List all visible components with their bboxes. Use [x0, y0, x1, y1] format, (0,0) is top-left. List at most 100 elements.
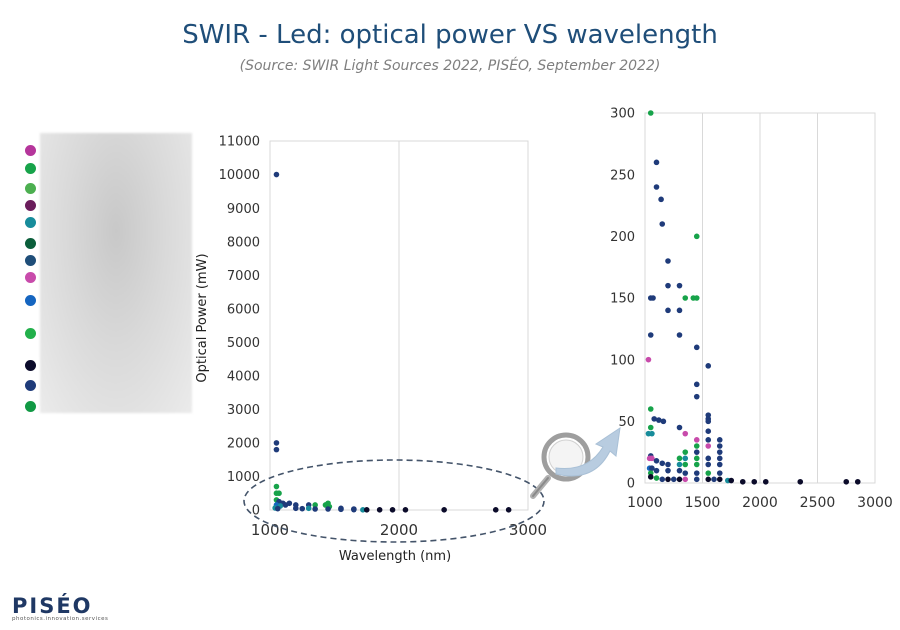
data-point	[676, 455, 683, 462]
main-y-tick-labels: 0 1000 2000 3000 4000 5000 6000 7000 8000 9000 100…	[219, 135, 260, 519]
data-point	[274, 505, 281, 512]
y-tick-label: 6000	[227, 302, 260, 317]
data-point	[647, 110, 654, 116]
y-tick-label: 300	[610, 107, 635, 122]
legend-marker	[25, 200, 36, 211]
data-point	[649, 455, 655, 462]
page-title: SWIR - Led: optical power VS wavelength	[182, 20, 718, 50]
data-point	[693, 344, 700, 351]
y-tick-label: 10000	[219, 168, 260, 183]
data-point	[682, 455, 689, 462]
y-tick-label: 1000	[227, 470, 260, 485]
zoom-region-ellipse	[243, 459, 545, 543]
legend-marker	[25, 145, 36, 156]
data-point	[716, 443, 723, 449]
main-x-tick-labels: 1000 2000 3000	[251, 521, 547, 539]
legend-marker	[25, 183, 36, 194]
zoom-chart-grid	[644, 112, 876, 484]
data-point	[705, 428, 712, 435]
data-point	[293, 505, 299, 512]
data-point	[728, 477, 735, 484]
y-tick-label: 0	[252, 504, 260, 519]
data-point	[705, 455, 712, 462]
data-point	[312, 502, 318, 508]
data-point	[676, 461, 683, 468]
data-point	[360, 507, 366, 513]
data-point	[276, 490, 282, 497]
data-point	[647, 406, 654, 412]
data-point	[376, 507, 383, 513]
main-y-axis-label: Optical Power (mW)	[195, 253, 210, 382]
data-point	[505, 507, 512, 513]
legend-marker	[25, 380, 36, 391]
legend-marker	[25, 328, 36, 339]
data-point	[716, 449, 723, 455]
main-x-axis-label: Wavelength (nm)	[339, 549, 451, 564]
data-point	[649, 465, 655, 472]
data-point	[492, 507, 499, 513]
legend-marker	[25, 255, 36, 266]
data-point	[286, 500, 293, 507]
data-point	[676, 332, 683, 338]
legend-marker	[25, 295, 36, 306]
y-tick-label: 200	[610, 230, 635, 245]
data-point	[693, 443, 700, 449]
data-point	[441, 507, 447, 513]
data-point	[660, 418, 667, 425]
data-point	[649, 430, 655, 437]
data-point	[682, 295, 689, 301]
y-tick-label: 250	[610, 168, 635, 183]
y-tick-label: 150	[610, 292, 635, 307]
y-tick-label: 9000	[227, 202, 260, 217]
data-point	[716, 455, 723, 462]
data-point	[653, 458, 660, 464]
logo-name: PISÉO	[12, 594, 93, 618]
data-point	[682, 470, 689, 476]
y-tick-label: 7000	[227, 269, 260, 284]
data-point	[651, 416, 657, 422]
data-point	[351, 506, 357, 513]
data-point	[762, 478, 769, 485]
data-point	[711, 476, 717, 483]
page-subtitle: (Source: SWIR Light Sources 2022, PISÉO,…	[239, 58, 661, 74]
data-point	[665, 307, 671, 314]
x-tick-label: 2000	[380, 521, 418, 539]
legend-marker	[25, 272, 36, 283]
main-chart-grid	[269, 140, 529, 511]
piseo-logo: PISÉO photonics.innovation.services	[12, 594, 108, 622]
y-tick-label: 4000	[227, 369, 260, 384]
data-point	[312, 506, 318, 512]
x-tick-label: 1000	[251, 521, 289, 539]
data-point	[658, 196, 664, 203]
data-point	[739, 478, 746, 485]
data-point	[645, 356, 652, 363]
legend-marker	[25, 217, 36, 228]
data-point	[693, 437, 700, 443]
data-point	[650, 295, 656, 301]
magnifier-icon	[530, 432, 591, 499]
data-point	[338, 506, 344, 513]
data-point	[676, 424, 683, 431]
data-point	[705, 443, 712, 449]
data-point	[665, 461, 671, 468]
data-point	[693, 295, 700, 301]
data-point	[653, 467, 660, 474]
data-point	[682, 449, 689, 455]
data-point	[653, 184, 660, 190]
data-point	[665, 282, 671, 289]
data-point	[682, 430, 689, 437]
data-point	[716, 470, 723, 476]
data-point	[273, 483, 280, 490]
data-point	[273, 446, 280, 453]
data-point	[670, 476, 677, 483]
zoom-x-tick-labels: 1000 1500 2000 2500 3000	[627, 495, 893, 511]
legend-marker	[25, 163, 36, 174]
zoom-arrow-icon	[555, 426, 621, 477]
y-tick-label: 2000	[227, 437, 260, 452]
data-point	[299, 505, 306, 512]
legend-marker	[25, 238, 36, 249]
data-point	[693, 476, 700, 483]
data-point	[682, 476, 689, 483]
